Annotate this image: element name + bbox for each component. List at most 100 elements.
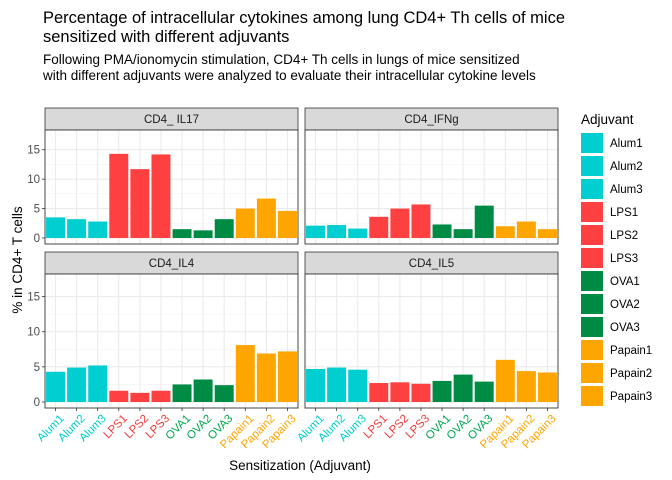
- legend-swatch: [581, 179, 603, 199]
- legend-item-alum2: Alum2: [581, 156, 643, 176]
- chart-titles: Percentage of intracellular cytokines am…: [42, 9, 565, 83]
- bar-alum1: [46, 371, 66, 402]
- x-axis-title: Sensitization (Adjuvant): [229, 458, 371, 473]
- y-axis-title: % in CD4+ T cells: [10, 206, 25, 313]
- bar-ova3: [474, 381, 494, 402]
- y-tick-label: 10: [27, 327, 40, 339]
- y-tick-label: 5: [34, 362, 40, 374]
- legend-swatch: [581, 271, 603, 291]
- legend-swatch: [581, 317, 603, 337]
- bar-papain1: [495, 226, 515, 238]
- legend-swatch: [581, 225, 603, 245]
- y-tick-label: 15: [27, 145, 40, 157]
- bar-ova1: [432, 380, 452, 402]
- bar-alum2: [67, 219, 87, 238]
- bar-ova3: [474, 205, 494, 238]
- bar-ova3: [214, 219, 234, 238]
- chart-title-line-2: sensitized with different adjuvants: [43, 28, 289, 46]
- bar-lps3: [151, 154, 171, 238]
- legend-title: Adjuvant: [581, 112, 634, 127]
- bar-papain3: [277, 210, 297, 238]
- bar-alum3: [88, 365, 108, 402]
- panel-plot-area: [45, 130, 298, 244]
- legend-swatch: [581, 363, 603, 383]
- legend-label: OVA1: [610, 276, 640, 288]
- panel-border: [304, 273, 559, 409]
- legend-item-lps3: LPS3: [581, 248, 638, 268]
- y-tick-label: 15: [27, 292, 40, 304]
- legend-label: Papain1: [610, 345, 652, 357]
- bar-lps2: [130, 392, 150, 402]
- bar-ova2: [453, 229, 473, 238]
- panel-border: [304, 129, 559, 245]
- bar-alum1: [306, 368, 326, 402]
- bar-papain2: [256, 198, 276, 238]
- bar-papain2: [516, 371, 536, 402]
- bar-lps1: [109, 153, 129, 238]
- panel-strip-label: CD4_IFNg: [404, 114, 458, 126]
- panel-strip-label: CD4_IL4: [149, 258, 195, 270]
- bar-ova2: [193, 230, 213, 238]
- legend-label: LPS1: [610, 207, 638, 219]
- bar-lps3: [411, 204, 431, 238]
- panel-3: CD4_IL4051015Alum1Alum2Alum3LPS1LPS2LPS3…: [27, 251, 299, 451]
- bar-lps2: [390, 382, 410, 402]
- facet-panels: CD4_ IL17051015CD4_IFNgCD4_IL4051015Alum…: [27, 107, 559, 451]
- bar-lps1: [369, 216, 389, 238]
- legend-item-ova1: OVA1: [581, 271, 640, 291]
- bar-papain3: [537, 372, 557, 402]
- panel-strip-label: CD4_IL5: [409, 258, 454, 270]
- bar-alum3: [348, 369, 368, 402]
- bar-lps2: [130, 169, 150, 238]
- legend-label: LPS3: [610, 253, 638, 265]
- bar-ova2: [193, 379, 213, 402]
- bar-papain1: [235, 345, 255, 402]
- legend-item-lps2: LPS2: [581, 225, 638, 245]
- panel-border: [44, 129, 299, 245]
- chart-subtitle-line-1: Following PMA/ionomycin stimulation, CD4…: [43, 52, 520, 67]
- legend-swatch: [581, 133, 603, 153]
- legend-swatch: [581, 156, 603, 176]
- legend-item-alum3: Alum3: [581, 179, 643, 199]
- bar-ova1: [172, 384, 192, 402]
- legend-label: Papain2: [610, 368, 652, 380]
- bar-papain1: [235, 208, 255, 238]
- bar-alum2: [67, 367, 87, 402]
- legend-item-lps1: LPS1: [581, 202, 638, 222]
- legend-item-alum1: Alum1: [581, 133, 643, 153]
- legend-label: LPS2: [610, 230, 638, 242]
- bar-lps1: [109, 390, 129, 402]
- panel-4: CD4_IL5Alum1Alum2Alum3LPS1LPS2LPS3OVA1OV…: [295, 251, 559, 451]
- bar-alum3: [88, 221, 108, 238]
- panel-strip-label: CD4_ IL17: [144, 114, 199, 126]
- legend-item-papain3: Papain3: [581, 386, 652, 406]
- y-tick-label: 10: [27, 174, 40, 186]
- bar-alum2: [327, 367, 347, 402]
- legend-label: OVA3: [610, 322, 640, 334]
- legend-item-ova3: OVA3: [581, 317, 640, 337]
- legend-swatch: [581, 202, 603, 222]
- bar-papain3: [277, 351, 297, 402]
- panel-plot-area: [305, 130, 558, 244]
- legend: Adjuvant Alum1 Alum2 Alum3 LPS1 LPS2 LPS3 OVA1…: [581, 112, 652, 406]
- legend-item-ova2: OVA2: [581, 294, 640, 314]
- bar-ova1: [432, 224, 452, 238]
- bar-ova1: [172, 229, 192, 238]
- legend-swatch: [581, 248, 603, 268]
- bar-lps3: [411, 383, 431, 402]
- panel-border: [44, 273, 299, 409]
- legend-label: Alum2: [610, 161, 643, 173]
- bar-lps3: [151, 390, 171, 402]
- legend-swatch: [581, 340, 603, 360]
- legend-item-papain2: Papain2: [581, 363, 652, 383]
- bar-alum2: [327, 225, 347, 238]
- bar-lps1: [369, 383, 389, 402]
- bar-ova3: [214, 385, 234, 402]
- legend-swatch: [581, 294, 603, 314]
- y-tick-label: 0: [34, 397, 40, 409]
- bar-alum3: [348, 228, 368, 238]
- bar-alum1: [306, 225, 326, 238]
- bar-lps2: [390, 208, 410, 238]
- bar-papain2: [516, 221, 536, 238]
